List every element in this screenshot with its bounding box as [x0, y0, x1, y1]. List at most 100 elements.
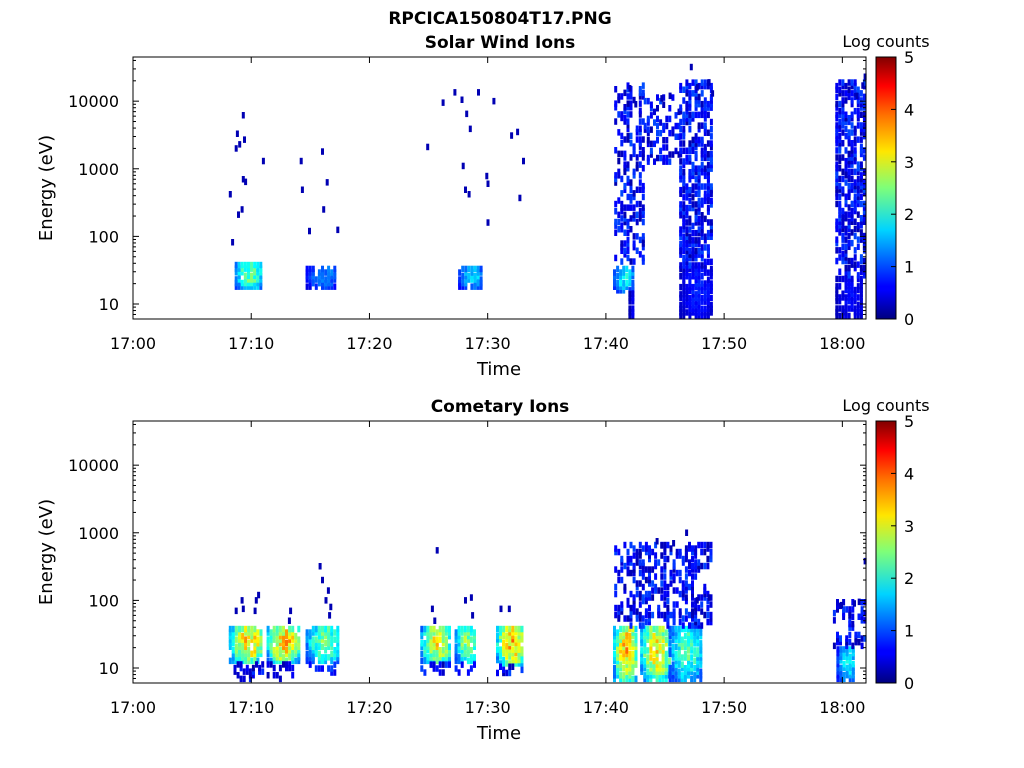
- spectrogram-cell: [632, 562, 636, 570]
- spectrogram-cell: [688, 251, 692, 258]
- spectrogram-cell: [646, 629, 650, 636]
- spectrogram-cell: [285, 657, 288, 665]
- spectrogram-cell: [709, 302, 713, 309]
- spectrogram-cell: [272, 654, 276, 661]
- spectrogram-cell: [614, 86, 618, 93]
- spectrogram-cell: [620, 559, 624, 566]
- spectrogram-cell: [458, 279, 462, 287]
- spectrogram-cell: [697, 201, 701, 208]
- spectrogram-cell: [438, 661, 442, 668]
- spectrogram-cell: [694, 183, 698, 190]
- spectrogram-cell: [856, 301, 860, 309]
- spectrogram-cell: [687, 654, 690, 661]
- spectrogram-cell: [688, 611, 691, 619]
- spectrogram-cell: [321, 643, 324, 650]
- spectrogram-cell: [297, 625, 301, 633]
- spectrogram-cell: [628, 632, 632, 640]
- spectrogram-cell: [278, 625, 282, 633]
- spectrogram-cell: [641, 545, 645, 552]
- spectrogram-cell: [626, 548, 630, 556]
- spectrogram-cell: [853, 261, 857, 268]
- spectrogram-cell: [272, 647, 276, 654]
- spectrogram-cell: [853, 168, 857, 176]
- spectrogram-cell: [321, 276, 324, 283]
- spectrogram-cell: [638, 590, 642, 598]
- spectrogram-cell: [838, 222, 842, 229]
- spectrogram-cell: [461, 283, 465, 290]
- spectrogram-cell: [675, 601, 679, 608]
- spectrogram-cell: [635, 590, 639, 598]
- spectrogram-cell: [517, 625, 521, 633]
- spectrogram-cell: [703, 233, 707, 240]
- spectrogram-cell: [664, 661, 668, 668]
- spectrogram-cell: [638, 129, 642, 136]
- spectrogram-cell: [685, 247, 689, 255]
- spectrogram-cell: [625, 661, 629, 668]
- spectrogram-cell: [631, 629, 635, 636]
- spectrogram-cell: [684, 587, 688, 594]
- spectrogram-cell: [256, 647, 260, 654]
- spectrogram-cell: [688, 283, 692, 291]
- spectrogram-cell: [231, 650, 235, 658]
- spectrogram-cell: [620, 111, 624, 118]
- spectrogram-cell: [625, 625, 629, 633]
- y-axis-label: Energy (eV): [36, 499, 57, 605]
- spectrogram-cell: [859, 111, 863, 118]
- spectrogram-cell: [850, 140, 854, 147]
- spectrogram-cell: [841, 211, 845, 218]
- spectrogram-cell: [700, 305, 704, 313]
- spectrogram-cell: [308, 629, 312, 636]
- spectrogram-cell: [247, 283, 250, 290]
- spectrogram-cell: [511, 646, 515, 653]
- spectrogram-cell: [282, 661, 285, 668]
- spectrogram-cell: [836, 675, 840, 683]
- figure-title: RPCICA150804T17.PNG: [388, 9, 611, 29]
- spectrogram-cell: [473, 629, 476, 636]
- spectrogram-cell: [511, 636, 515, 643]
- spectrogram-cell: [628, 625, 632, 633]
- spectrogram-cell: [272, 657, 276, 665]
- spectrogram-cell: [626, 615, 630, 622]
- spectrogram-cell: [308, 227, 311, 235]
- spectrogram-cell: [245, 664, 249, 672]
- spectrogram-cell: [640, 636, 644, 643]
- spectrogram-cell: [850, 290, 854, 297]
- spectrogram-cell: [253, 279, 257, 287]
- spectrogram-cell: [850, 283, 854, 290]
- spectrogram-cell: [663, 566, 667, 573]
- spectrogram-cell: [856, 275, 860, 283]
- spectrogram-cell: [656, 129, 659, 137]
- spectrogram-cell: [247, 647, 251, 654]
- spectrogram-cell: [330, 632, 334, 640]
- spectrogram-cell: [620, 200, 624, 208]
- spectrogram-cell: [330, 650, 334, 658]
- spectrogram-cell: [688, 118, 692, 126]
- spectrogram-cell: [321, 576, 324, 584]
- spectrogram-cell: [237, 211, 240, 218]
- spectrogram-cell: [626, 136, 630, 143]
- spectrogram-cell: [644, 576, 648, 584]
- spectrogram-cell: [697, 273, 701, 280]
- spectrogram-cell: [238, 632, 241, 640]
- spectrogram-cell: [278, 636, 282, 643]
- spectrogram-cell: [641, 569, 645, 577]
- spectrogram-cell: [517, 636, 521, 643]
- spectrogram-cell: [697, 247, 701, 255]
- spectrogram-cell: [697, 122, 701, 129]
- spectrogram-cell: [691, 169, 695, 176]
- spectrogram-cell: [856, 193, 860, 200]
- spectrogram-cell: [635, 186, 639, 193]
- spectrogram-cell: [632, 566, 636, 573]
- spectrogram-cell: [691, 555, 694, 563]
- spectrogram-cell: [256, 276, 260, 283]
- spectrogram-cell: [836, 638, 839, 646]
- spectrogram-cell: [691, 294, 695, 302]
- spectrogram-cell: [297, 636, 301, 643]
- spectrogram-cell: [694, 622, 698, 629]
- spectrogram-cell: [835, 247, 839, 254]
- spectrogram-cell: [679, 82, 683, 90]
- spectrogram-cell: [646, 668, 650, 675]
- spectrogram-cell: [641, 193, 645, 201]
- spectrogram-cell: [688, 176, 692, 183]
- spectrogram-cell: [473, 283, 477, 290]
